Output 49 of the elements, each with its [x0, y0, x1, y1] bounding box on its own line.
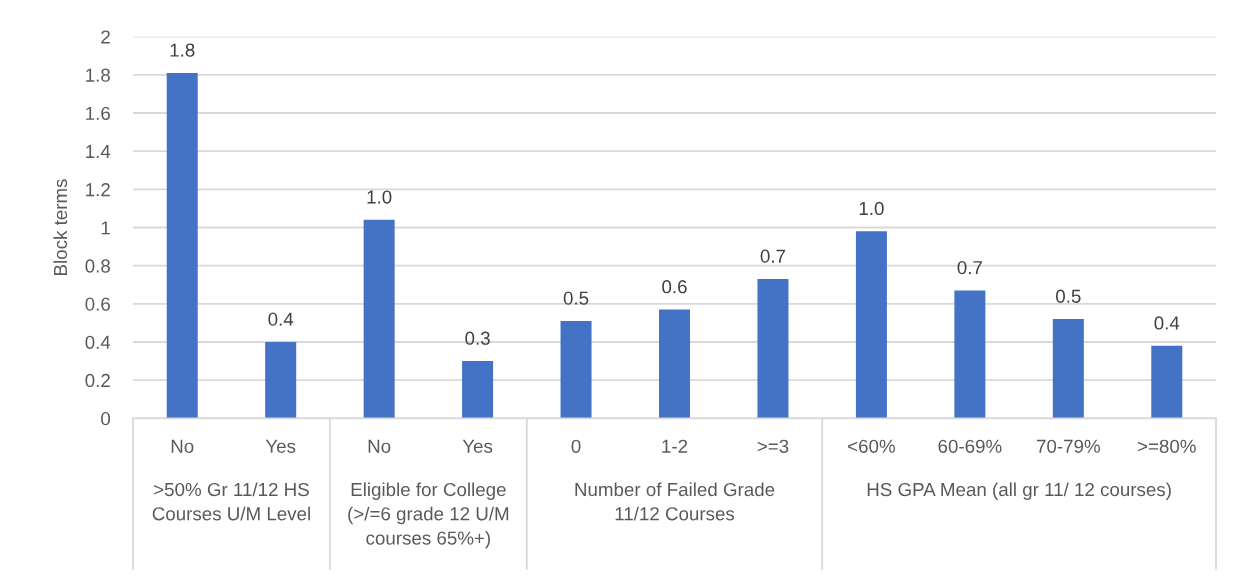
y-tick-label: 0.8	[85, 259, 110, 273]
x-tick-label: No	[368, 439, 391, 453]
bar	[462, 361, 494, 419]
text: Eligible for College (>/=6 grade 12 U/M courses 65%+)	[348, 482, 509, 549]
x-tick-label: Yes	[265, 439, 296, 453]
text: HS GPA Mean (all gr 11/ 12 courses)	[867, 482, 1171, 500]
x-tick-label: 0	[571, 439, 581, 453]
x-tick-label: 70-79%	[1036, 439, 1100, 453]
x-tick-label: 1-2	[662, 439, 688, 453]
bar	[855, 231, 887, 419]
y-tick-label: 0.6	[85, 297, 110, 311]
text: >50% Gr 11/12 HS Courses U/M Level	[152, 482, 310, 521]
data-label: 0.5	[563, 291, 589, 305]
bar	[265, 341, 297, 419]
data-label: 1.8	[170, 43, 195, 57]
y-tick-label: 0	[101, 412, 111, 426]
bar	[1151, 345, 1183, 419]
bar	[757, 279, 789, 419]
bar	[166, 72, 198, 419]
x-tick-label: 60-69%	[938, 439, 1002, 453]
data-label: 1.0	[859, 201, 884, 216]
y-tick-label: 1.6	[86, 106, 110, 120]
data-label: 0.7	[957, 260, 982, 275]
y-tick-label: 2	[101, 30, 110, 44]
text: Number of Failed Grade 11/12 Courses	[575, 482, 775, 521]
y-tick-label: 1.2	[86, 183, 110, 197]
data-label: 0.4	[1154, 316, 1180, 330]
bar	[560, 320, 592, 419]
data-label: 0.3	[465, 331, 490, 345]
y-tick-label: 0.2	[85, 373, 110, 388]
x-tick-label: No	[171, 439, 194, 453]
y-axis-title: Block terms	[53, 179, 68, 275]
bar	[658, 309, 691, 419]
x-tick-label: <60%	[848, 439, 895, 453]
data-label: 0.6	[662, 280, 687, 294]
bar	[954, 290, 986, 419]
data-label: 0.5	[1056, 289, 1081, 303]
y-tick-label: 1.4	[86, 145, 111, 158]
bar	[363, 219, 395, 419]
x-tick-label: >=80%	[1137, 439, 1196, 453]
y-tick-label: 0.4	[85, 335, 111, 349]
data-label: 0.7	[760, 249, 786, 263]
y-tick-label: 1.8	[86, 68, 110, 82]
data-label: 0.4	[268, 312, 294, 326]
y-tick-label: 1	[101, 221, 110, 235]
bar	[1052, 319, 1084, 419]
data-label: 1.0	[367, 190, 392, 204]
x-tick-label: >=3	[757, 439, 789, 453]
x-tick-label: Yes	[462, 439, 493, 453]
